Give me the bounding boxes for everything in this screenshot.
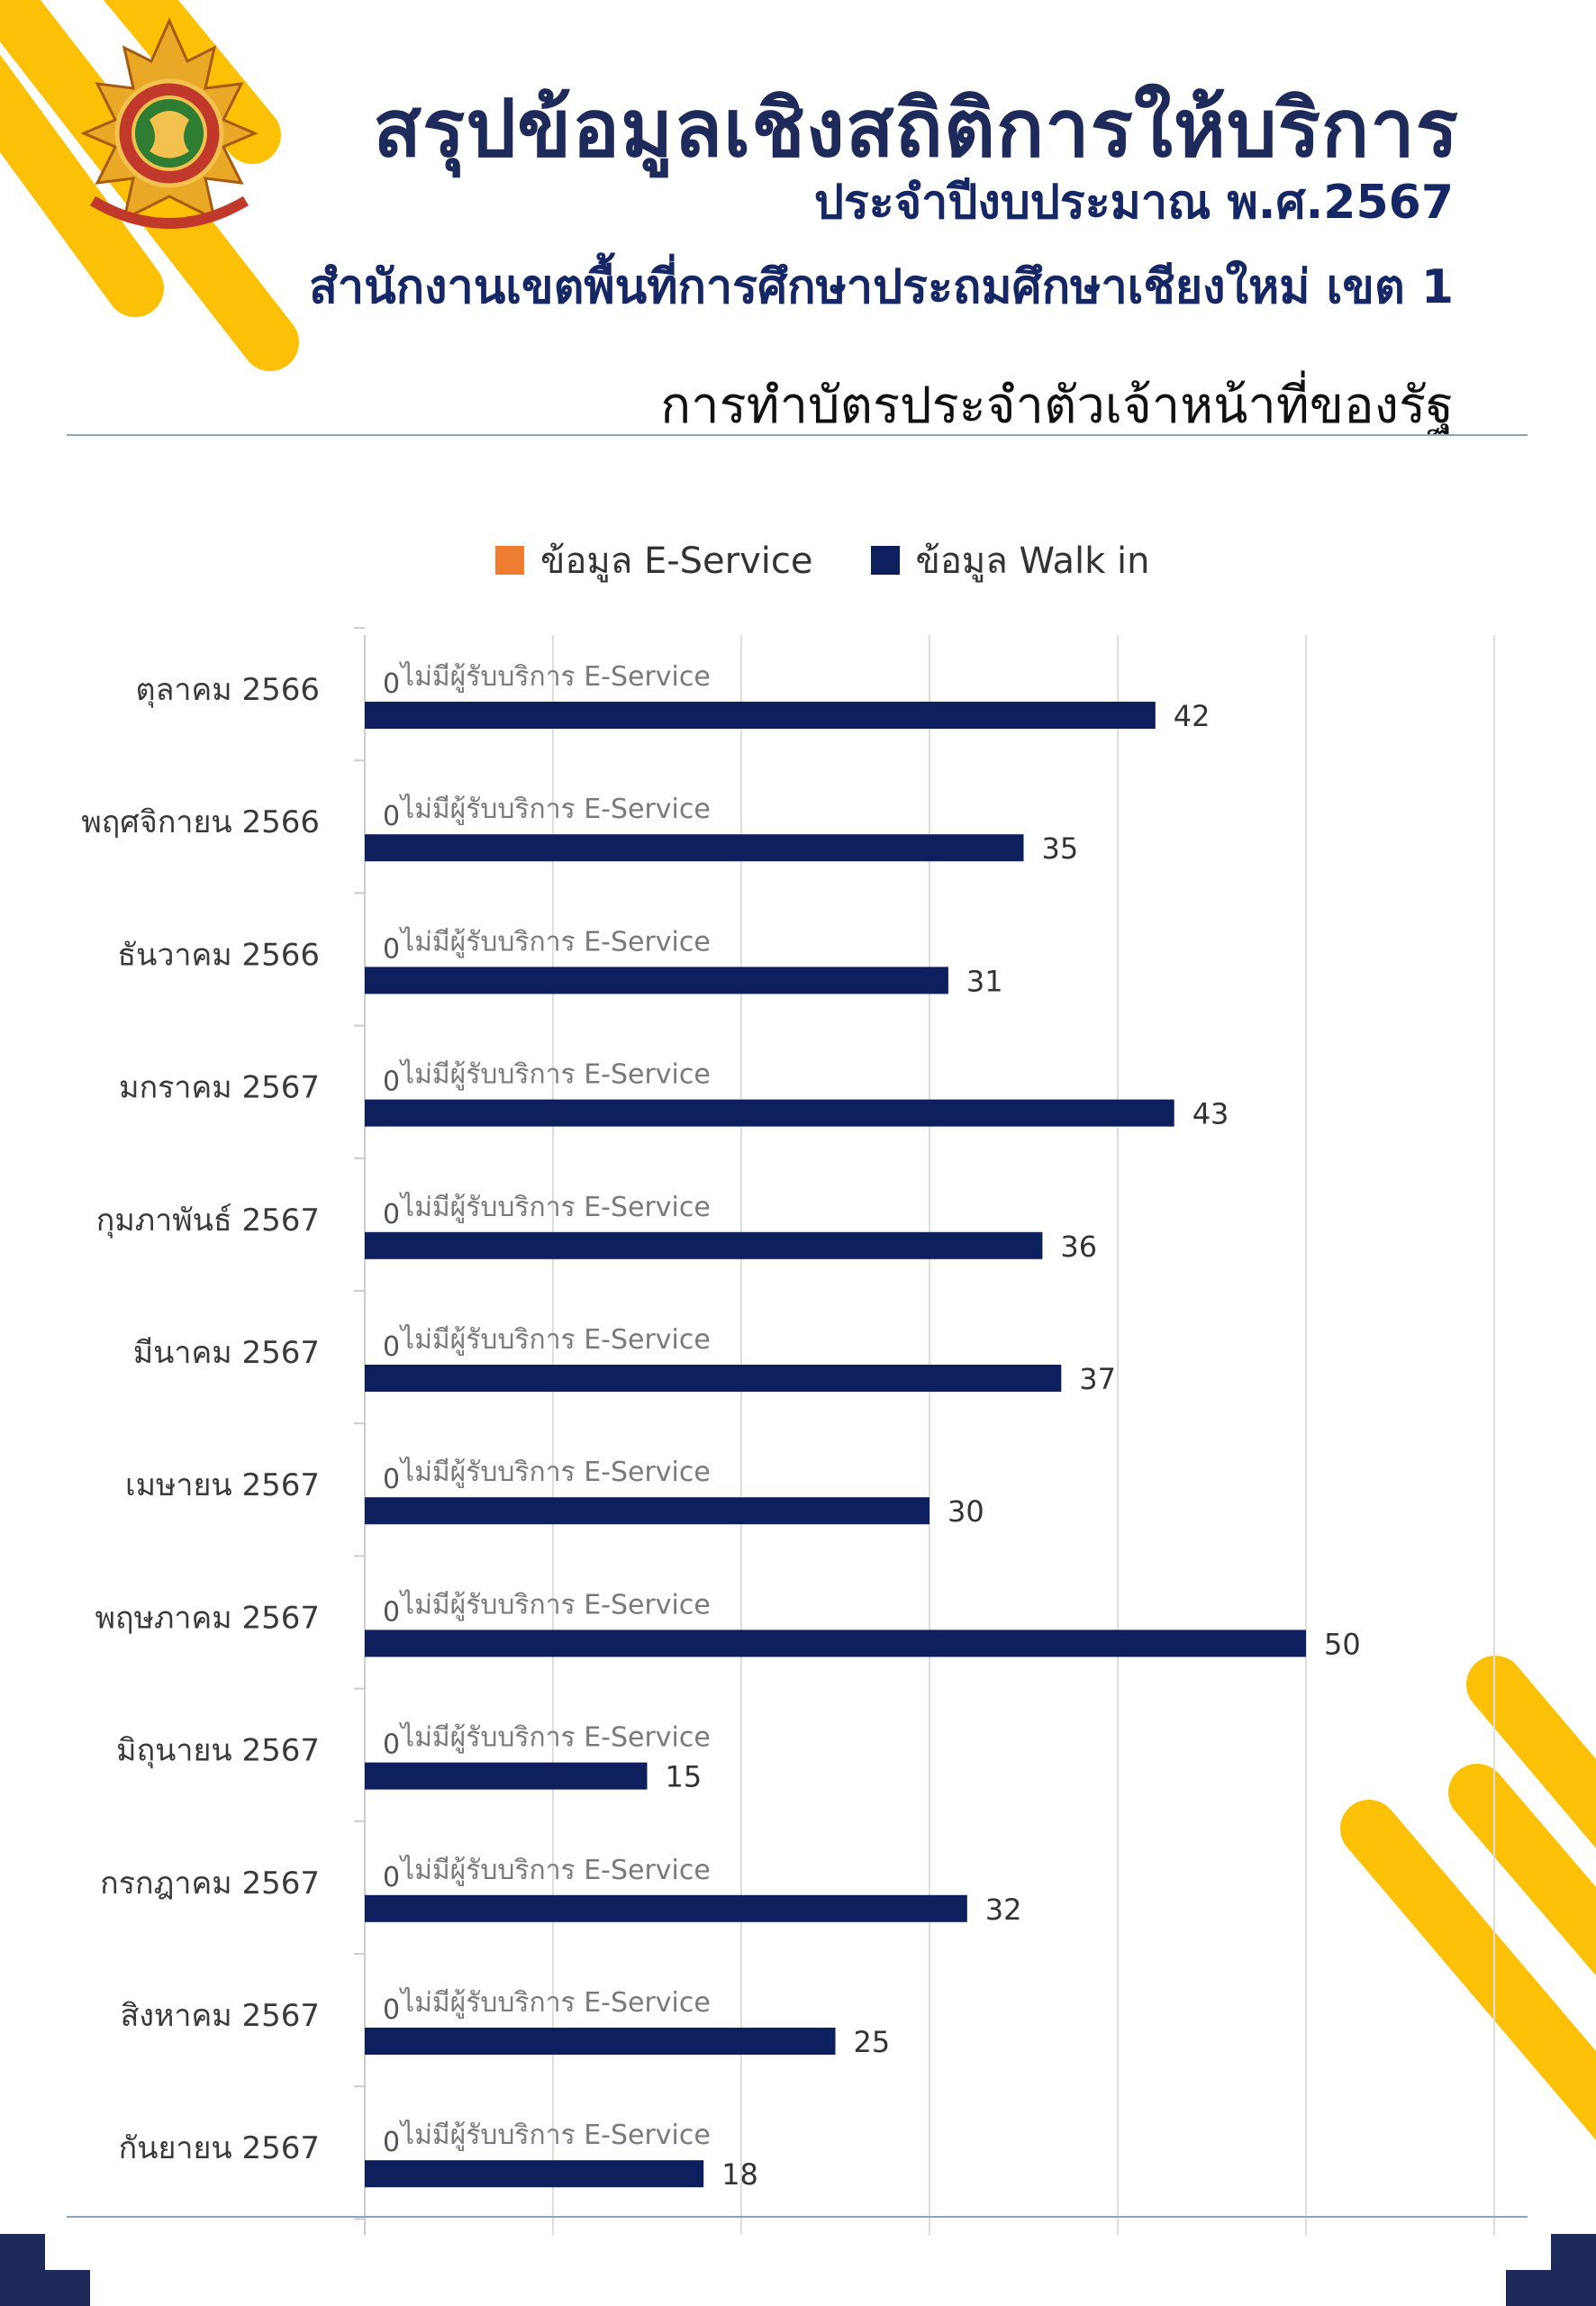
legend-item-walkin: ข้อมูล Walk in [870,531,1150,589]
data-label-walkin: 37 [1079,1362,1116,1396]
obec-emblem-logo [80,17,258,229]
category-label: ตุลาคม 2566 [136,672,321,708]
legend-label-eservice: ข้อมูล E-Service [540,540,813,582]
data-label-walkin: 30 [948,1494,984,1529]
bar-walkin [365,702,1156,729]
bar-annotation: ไม่มีผู้รับบริการ E-Service [399,1986,711,2019]
data-label-walkin: 36 [1060,1230,1097,1264]
category-label: มีนาคม 2567 [133,1335,320,1371]
data-label-eservice: 0 [383,1994,400,2026]
bar-walkin [365,1762,648,1790]
bar-walkin [365,2028,836,2055]
data-label-eservice: 0 [383,1199,400,1230]
data-label-walkin: 35 [1042,831,1079,866]
bar-annotation: ไม่มีผู้รับบริการ E-Service [399,1588,711,1621]
bar-annotation: ไม่มีผู้รับบริการ E-Service [399,1323,711,1356]
header-divider [67,434,1528,436]
data-label-eservice: 0 [383,933,400,965]
data-label-walkin: 32 [985,1893,1022,1927]
bar-walkin [365,1365,1062,1392]
bar-annotation: ไม่มีผู้รับบริการ E-Service [399,1854,711,1886]
data-label-eservice: 0 [383,1862,400,1893]
bar-walkin [365,1894,967,1922]
page-title: สรุปข้อมูลเชิงสถิติการให้บริการ [373,82,1459,175]
corner-bracket-right [1506,2234,1596,2306]
legend-swatch-eservice [495,546,524,575]
data-label-eservice: 0 [383,1464,400,1495]
bar-walkin [365,1497,929,1525]
data-label-eservice: 0 [383,2127,400,2158]
bar-annotation: ไม่มีผู้รับบริการ E-Service [399,1456,711,1488]
data-label-walkin: 43 [1192,1097,1229,1131]
data-label-walkin: 31 [966,964,1003,998]
legend-swatch-walkin [870,546,900,575]
category-label: มกราคม 2567 [119,1070,320,1106]
bar-walkin [365,834,1024,862]
bar-walkin [365,1099,1174,1127]
category-label: เมษายน 2567 [125,1467,320,1503]
service-name: การทำบัตรประจำตัวเจ้าหน้าที่ของรัฐ [660,377,1454,435]
bar-annotation: ไม่มีผู้รับบริการ E-Service [399,1191,711,1223]
data-label-walkin: 25 [854,2025,891,2059]
corner-bracket-left [0,2234,90,2306]
data-label-eservice: 0 [383,801,400,832]
data-label-eservice: 0 [383,1596,400,1628]
bar-annotation: ไม่มีผู้รับบริการ E-Service [399,660,711,693]
bar-walkin [365,1630,1306,1657]
bar-walkin [365,967,948,994]
category-label: มิถุนายน 2567 [116,1733,320,1769]
fiscal-year-subtitle: ประจำปีงบประมาณ พ.ศ.2567 [813,176,1454,230]
data-label-eservice: 0 [383,1730,400,1761]
data-label-walkin: 18 [721,2157,758,2192]
bar-walkin [365,2160,704,2188]
bar-annotation: ไม่มีผู้รับบริการ E-Service [399,1721,711,1754]
data-label-walkin: 42 [1174,699,1211,733]
data-label-walkin: 15 [666,1760,703,1794]
category-label: กรกฎาคม 2567 [100,1866,320,1902]
category-label: พฤศจิกายน 2566 [81,804,320,840]
category-label: พฤษภาคม 2567 [95,1600,320,1636]
chart-legend: ข้อมูล E-Service ข้อมูล Walk in [495,531,1149,589]
legend-label-walkin: ข้อมูล Walk in [915,540,1150,582]
footer-divider [67,2216,1528,2218]
bar-annotation: ไม่มีผู้รับบริการ E-Service [399,1058,711,1091]
category-label: กุมภาพันธ์ 2567 [96,1203,320,1239]
data-label-eservice: 0 [383,668,400,700]
data-label-eservice: 0 [383,1067,400,1098]
bar-walkin [365,1231,1043,1259]
legend-item-eservice: ข้อมูล E-Service [495,531,813,589]
office-name: สำนักงานเขตพื้นที่การศึกษาประถมศึกษาเชีย… [309,260,1454,314]
data-label-walkin: 50 [1324,1627,1361,1661]
bar-annotation: ไม่มีผู้รับบริการ E-Service [399,793,711,825]
data-label-eservice: 0 [383,1331,400,1363]
category-label: กันยายน 2567 [119,2130,320,2166]
category-label: ธันวาคม 2566 [117,937,320,973]
bar-annotation: ไม่มีผู้รับบริการ E-Service [399,2119,711,2151]
bar-annotation: ไม่มีผู้รับบริการ E-Service [399,925,711,958]
category-label: สิงหาคม 2567 [121,1998,320,2034]
